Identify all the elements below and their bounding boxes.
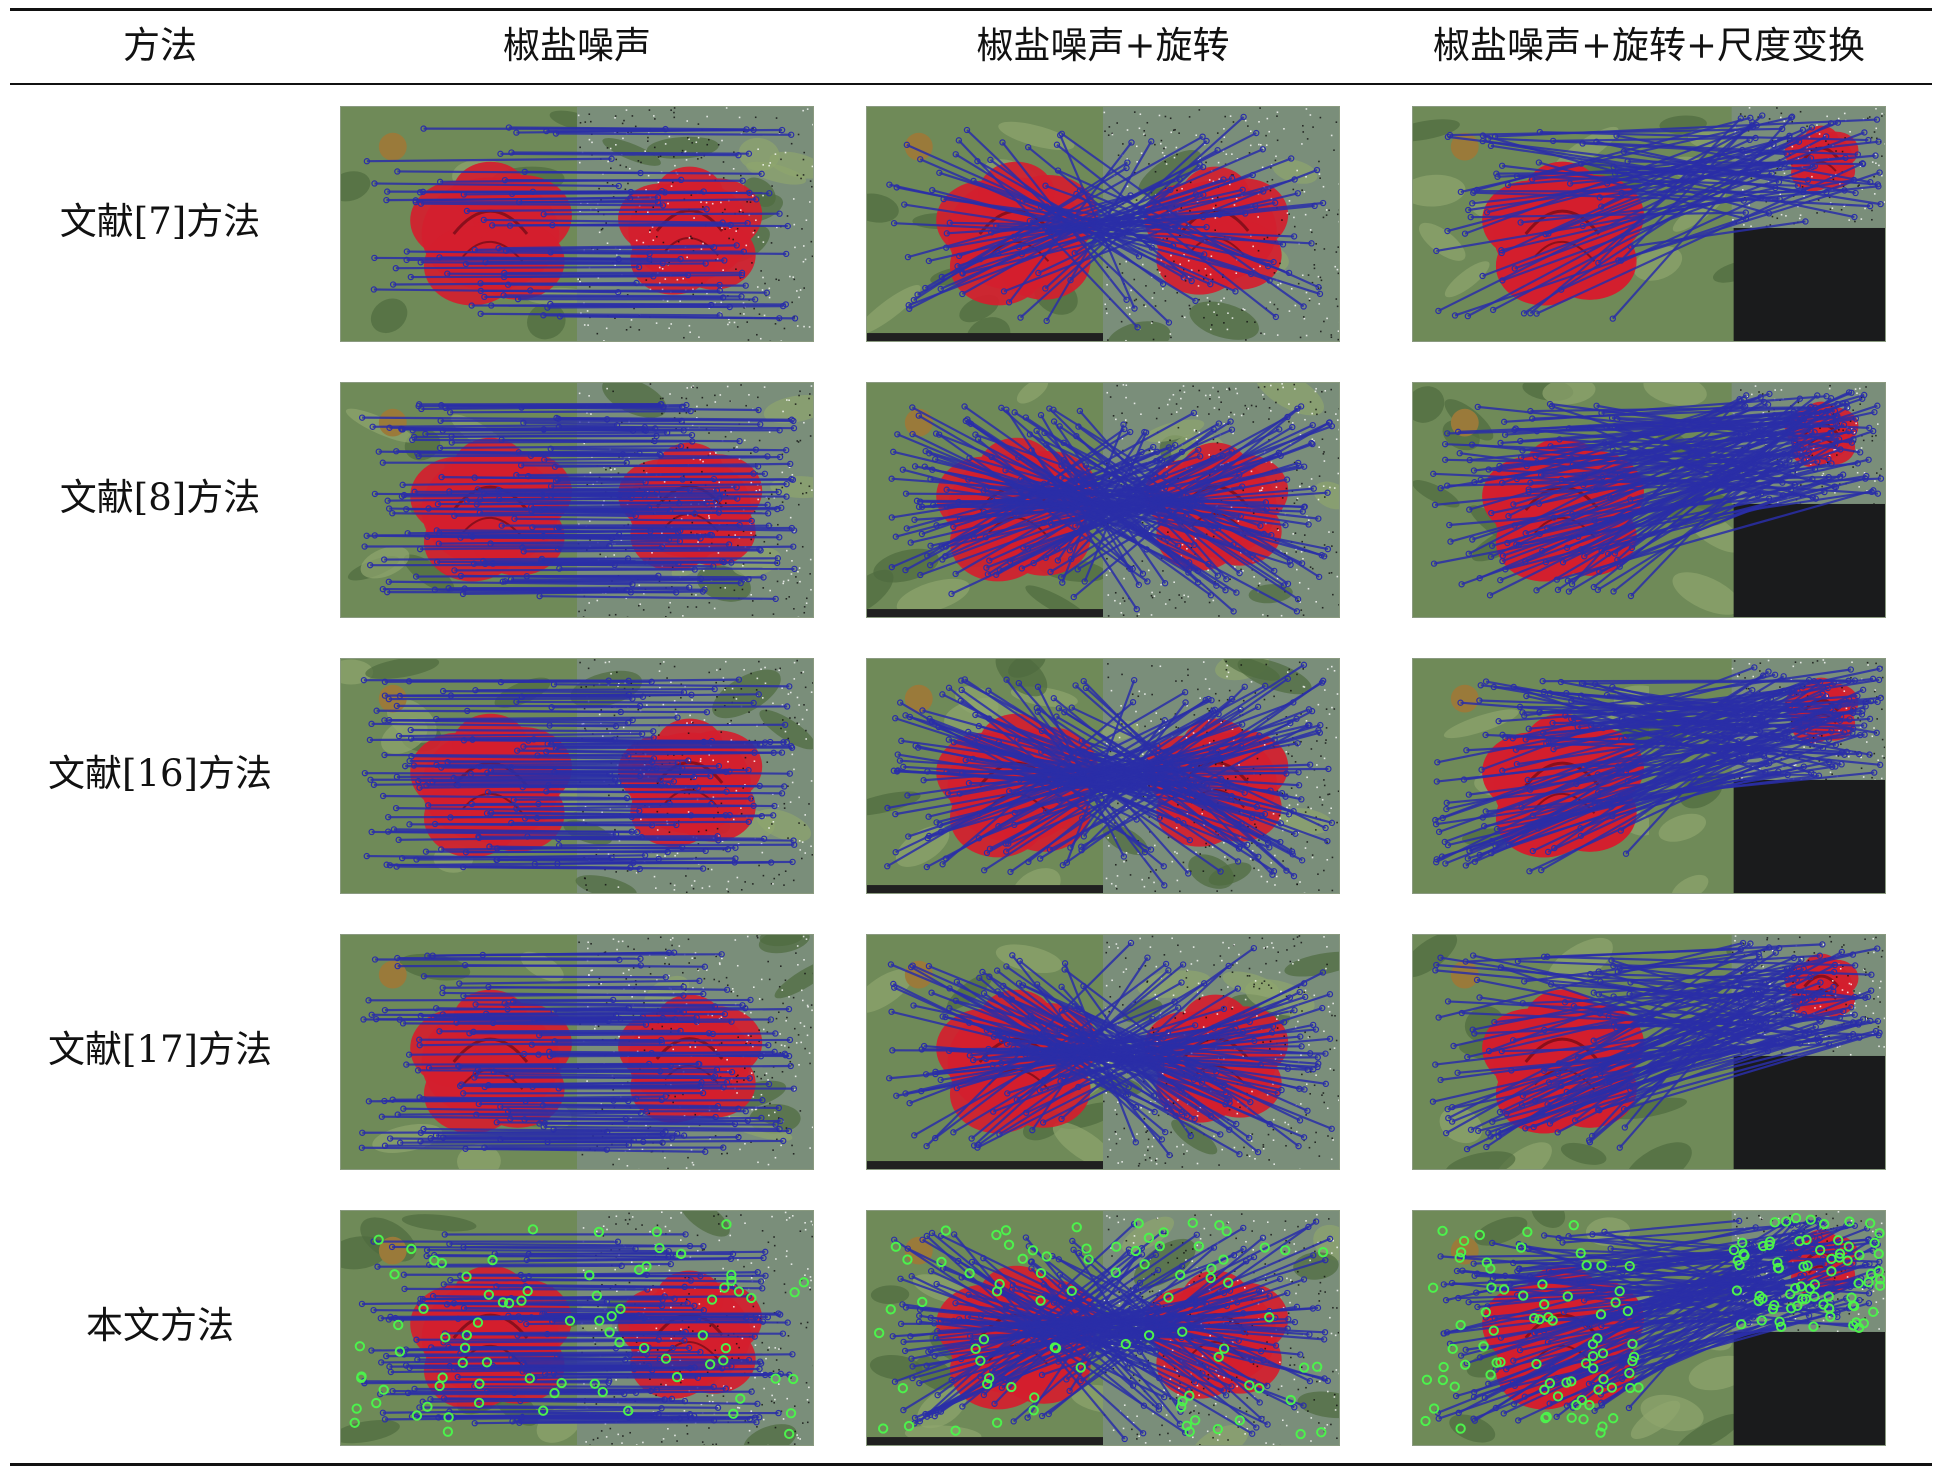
- result-image-row2-noise: [340, 382, 814, 618]
- match-lines: [886, 939, 1335, 1159]
- scaled-blank-region: [1733, 227, 1885, 341]
- scaled-blank-region: [1733, 779, 1885, 893]
- result-image-row3-noise: [340, 658, 814, 894]
- result-image-row3-scale: [1412, 658, 1886, 894]
- result-image-row5-rotation: [866, 1210, 1340, 1446]
- green-keypoints: [873, 1217, 1329, 1440]
- result-image-row1-rotation: [866, 106, 1340, 342]
- scaled-blank-region: [1733, 1331, 1885, 1445]
- match-lines: [1429, 939, 1883, 1153]
- green-keypoints: [1420, 1212, 1885, 1438]
- match-lines: [888, 403, 1336, 615]
- row-label-ref17: 文献[17]方法: [48, 1028, 272, 1071]
- header-salt-pepper-rotation-scale: 椒盐噪声+旋转+尺度变换: [1432, 24, 1865, 67]
- match-lines: [358, 949, 798, 1155]
- result-image-row1-noise: [340, 106, 814, 342]
- table-bottom-rule: [10, 1463, 1932, 1466]
- scaled-blank-region: [1733, 1055, 1885, 1169]
- row-label-ours: 本文方法: [86, 1304, 234, 1347]
- green-keypoints: [349, 1219, 810, 1440]
- match-lines: [884, 661, 1336, 889]
- match-lines: [358, 1231, 796, 1427]
- match-lines: [889, 1218, 1334, 1443]
- result-image-row2-rotation: [866, 382, 1340, 618]
- match-lines: [363, 124, 799, 322]
- match-lines: [1433, 112, 1884, 322]
- header-salt-pepper: 椒盐噪声: [503, 24, 651, 67]
- match-lines: [1432, 664, 1885, 875]
- row-label-ref16: 文献[16]方法: [48, 752, 272, 795]
- table-header-rule: [10, 83, 1932, 85]
- header-salt-pepper-rotation: 椒盐噪声+旋转: [976, 24, 1230, 67]
- rose-original: [410, 161, 572, 306]
- result-image-row4-noise: [340, 934, 814, 1170]
- result-image-row1-scale: [1412, 106, 1886, 342]
- scaled-blank-region: [1733, 503, 1885, 617]
- match-lines: [360, 676, 798, 873]
- match-lines: [886, 113, 1327, 331]
- row-label-ref7: 文献[7]方法: [59, 200, 261, 243]
- result-image-row5-scale: [1412, 1210, 1886, 1446]
- row-label-ref8: 文献[8]方法: [59, 476, 261, 519]
- match-lines: [358, 400, 798, 603]
- result-image-row3-rotation: [866, 658, 1340, 894]
- result-image-row5-noise: [340, 1210, 814, 1446]
- result-image-row2-scale: [1412, 382, 1886, 618]
- header-method: 方法: [123, 24, 197, 67]
- result-image-row4-rotation: [866, 934, 1340, 1170]
- result-image-row4-scale: [1412, 934, 1886, 1170]
- match-lines: [1430, 389, 1885, 600]
- table-top-rule: [10, 8, 1932, 11]
